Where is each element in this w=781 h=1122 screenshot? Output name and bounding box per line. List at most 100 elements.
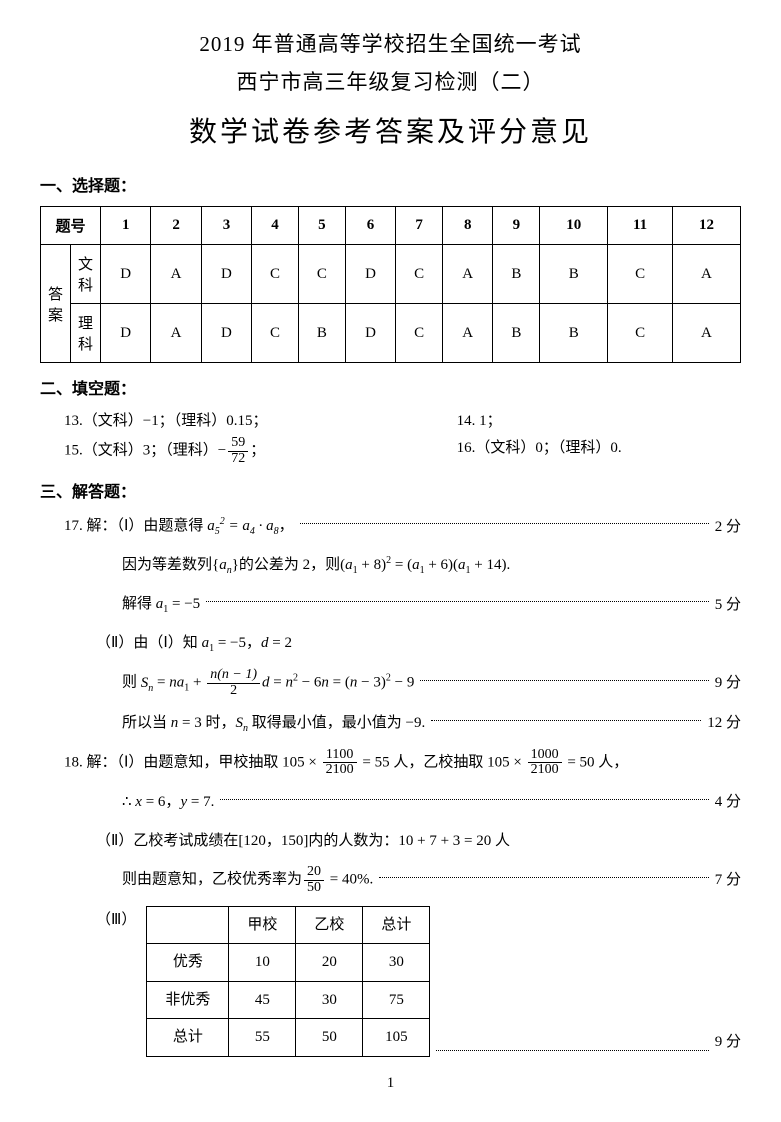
points: 12 分 — [707, 709, 741, 738]
cell: 30 — [296, 981, 363, 1019]
cell: D — [101, 245, 151, 304]
q18-l4: 则由题意知，乙校优秀率为2050 = 40%. 7 分 — [122, 865, 741, 895]
cell: B — [540, 304, 608, 363]
section3-heading: 三、解答题： — [40, 478, 741, 502]
cell: C — [608, 245, 673, 304]
table-row: 优秀 10 20 30 — [147, 944, 430, 982]
q18-l2: ∴ x = 6，y = 7. 4 分 — [122, 788, 741, 817]
math: a — [207, 518, 215, 534]
document-page: 2019 年普通高等学校招生全国统一考试 西宁市高三年级复习检测（二） 数学试卷… — [0, 0, 781, 1112]
table-row: 答案 文科 D A D C C D C A B B C A — [41, 245, 741, 304]
cell: B — [493, 245, 540, 304]
col-head: 2 — [151, 207, 201, 245]
cell — [147, 906, 229, 944]
dots — [220, 799, 708, 800]
col-head: 7 — [396, 207, 443, 245]
cell: 优秀 — [147, 944, 229, 982]
cell: 50 — [296, 1019, 363, 1057]
table-row: 非优秀 45 30 75 — [147, 981, 430, 1019]
q14: 14. 1； — [457, 409, 741, 430]
table-row: 题号 1 2 3 4 5 6 7 8 9 10 11 12 — [41, 207, 741, 245]
title-line-3: 数学试卷参考答案及评分意见 — [40, 110, 741, 150]
math: a — [266, 518, 274, 534]
table-row: 理科 D A D C B D C A B B C A — [41, 304, 741, 363]
cell: 105 — [363, 1019, 430, 1057]
section2-heading: 二、填空题： — [40, 375, 741, 399]
q17-l3: 解得 a1 = −5 5 分 — [122, 590, 741, 619]
cell: D — [201, 245, 251, 304]
cell: 甲校 — [229, 906, 296, 944]
cell: C — [396, 304, 443, 363]
points: 5 分 — [715, 591, 741, 620]
cell: 75 — [363, 981, 430, 1019]
title-line-2: 西宁市高三年级复习检测（二） — [40, 66, 741, 96]
cell: A — [672, 304, 740, 363]
points: 9 分 — [715, 669, 741, 698]
cell: 总计 — [147, 1019, 229, 1057]
points: 7 分 — [715, 866, 741, 895]
cell: B — [540, 245, 608, 304]
q17-l5: 则 Sn = na1 + n(n − 1)2d = n2 − 6n = (n −… — [122, 668, 741, 698]
head-label: 题号 — [41, 207, 101, 245]
frac: n(n − 1)2 — [207, 668, 260, 698]
section1-heading: 一、选择题： — [40, 172, 741, 196]
q17-l1: 17. 解：（Ⅰ）由题意得 a52 = a4 · a8， 2 分 — [64, 512, 741, 541]
cell: C — [396, 245, 443, 304]
points: 4 分 — [715, 788, 741, 817]
dots — [436, 1050, 708, 1051]
dots — [300, 523, 709, 524]
cell: 非优秀 — [147, 981, 229, 1019]
frac: 11002100 — [323, 748, 357, 778]
q18-l3: （Ⅱ）乙校考试成绩在[120，150]内的人数为：10 + 7 + 3 = 20… — [96, 827, 741, 856]
cell: 20 — [296, 944, 363, 982]
cell: A — [443, 245, 493, 304]
row1-label: 文科 — [71, 245, 101, 304]
page-number: 1 — [40, 1075, 741, 1092]
q18-l5-label: （Ⅲ） — [96, 906, 136, 935]
q17-l6: 所以当 n = 3 时，Sn 取得最小值，最小值为 −9. 12 分 — [122, 709, 741, 738]
cell: B — [298, 304, 345, 363]
fill-row-15-16: 15.（文科）3；（理科）−5972； 16.（文科）0；（理科）0. — [64, 436, 741, 466]
dots — [379, 877, 709, 878]
frac: 2050 — [304, 865, 324, 895]
q18-l1: 18. 解：（Ⅰ）由题意知，甲校抽取 105 × 11002100 = 55 人… — [64, 748, 741, 778]
dots — [420, 680, 708, 681]
fill-row-13-14: 13.（文科）−1；（理科）0.15； 14. 1； — [64, 409, 741, 430]
cell: 乙校 — [296, 906, 363, 944]
cell: 10 — [229, 944, 296, 982]
col-head: 8 — [443, 207, 493, 245]
col-head: 4 — [252, 207, 299, 245]
cell: C — [608, 304, 673, 363]
cell: 30 — [363, 944, 430, 982]
points: 2 分 — [715, 513, 741, 542]
col-head: 10 — [540, 207, 608, 245]
q15-frac: 5972 — [228, 436, 248, 466]
cell: A — [151, 304, 201, 363]
cell: D — [101, 304, 151, 363]
cell: 55 — [229, 1019, 296, 1057]
col-head: 6 — [345, 207, 395, 245]
cell: C — [252, 304, 299, 363]
cell: 45 — [229, 981, 296, 1019]
row-group: 答案 — [41, 245, 71, 363]
q15-prefix: 15.（文科）3；（理科）− — [64, 443, 226, 459]
answer-table: 题号 1 2 3 4 5 6 7 8 9 10 11 12 答案 文科 D A … — [40, 206, 741, 363]
q17-l1-suffix: ， — [279, 518, 294, 534]
cell: A — [151, 245, 201, 304]
col-head: 5 — [298, 207, 345, 245]
dots — [206, 601, 709, 602]
table-row: 甲校 乙校 总计 — [147, 906, 430, 944]
table-row: 总计 55 50 105 — [147, 1019, 430, 1057]
q17-l2: 因为等差数列{an}的公差为 2，则(a1 + 8)2 = (a1 + 6)(a… — [122, 551, 741, 580]
q17-l4: （Ⅱ）由（Ⅰ）知 a1 = −5，d = 2 — [96, 629, 741, 658]
cell: C — [252, 245, 299, 304]
q15-suffix: ； — [250, 443, 265, 459]
math: a — [242, 518, 250, 534]
q15: 15.（文科）3；（理科）−5972； — [64, 436, 457, 466]
q13: 13.（文科）−1；（理科）0.15； — [64, 409, 457, 430]
frac: 10002100 — [528, 748, 562, 778]
cell: A — [443, 304, 493, 363]
cell: D — [345, 245, 395, 304]
cell: D — [345, 304, 395, 363]
col-head: 12 — [672, 207, 740, 245]
